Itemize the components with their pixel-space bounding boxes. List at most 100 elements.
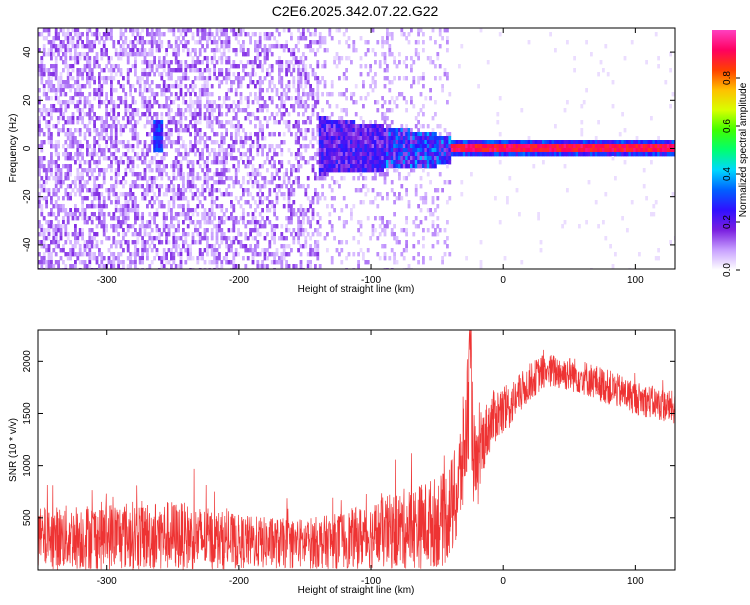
spectrogram-cell <box>155 176 159 181</box>
spectrogram-cell <box>443 156 447 161</box>
spectrogram-cell <box>270 172 274 177</box>
spectrogram-cell <box>242 64 245 69</box>
spectrogram-cell <box>100 36 104 41</box>
spectrogram-cell <box>126 156 130 161</box>
spectrogram-cell <box>112 184 116 189</box>
spectrogram-cell <box>393 212 396 217</box>
spectrogram-cell <box>174 68 178 73</box>
spectrogram-cell <box>350 144 353 149</box>
spectrogram-cell <box>206 104 209 109</box>
spectrogram-cell <box>506 152 509 157</box>
spectrogram-cell <box>158 172 161 177</box>
spectrogram-cell <box>158 144 161 149</box>
spectrogram-cell <box>359 220 363 225</box>
spectrogram-cell <box>206 56 209 61</box>
spectrogram-cell <box>107 164 111 169</box>
spectrogram-cell <box>210 48 214 53</box>
spectrogram-cell <box>316 112 320 117</box>
spectrogram-cell <box>597 148 600 153</box>
spectrogram-cell <box>112 144 116 149</box>
spectrogram-cell <box>602 144 605 149</box>
spectrogram-cell <box>165 104 168 109</box>
spectrogram-cell <box>306 72 310 77</box>
spectrogram-cell <box>146 144 149 149</box>
spectrogram-cell <box>333 120 336 125</box>
spectrogram-cell <box>304 80 308 85</box>
spectrogram-cell <box>366 152 370 157</box>
spectrogram-cell <box>54 124 58 129</box>
spectrogram-cell <box>182 44 185 49</box>
spectrogram-cell <box>105 48 108 53</box>
spectrogram-cell <box>81 168 84 173</box>
spectrogram-cell <box>278 76 281 81</box>
spectrogram-cell <box>570 140 574 145</box>
spectrogram-cell <box>186 164 190 169</box>
spectrogram-cell <box>244 264 248 269</box>
spectrogram-cell <box>311 232 315 237</box>
spectrogram-cell <box>150 88 154 93</box>
spectrogram-cell <box>158 184 161 189</box>
spectrogram-cell <box>460 152 464 157</box>
spectrogram-cell <box>254 252 257 257</box>
spectrogram-cell <box>304 120 308 125</box>
spectrogram-cell <box>88 236 92 241</box>
spectrogram-cell <box>599 152 603 157</box>
spectrogram-cell <box>222 44 226 49</box>
spectrogram-cell <box>146 184 149 189</box>
spectrogram-cell <box>393 168 396 173</box>
spectrogram-cell <box>129 144 132 149</box>
spectrogram-cell <box>239 232 243 237</box>
spectrogram-cell <box>93 88 96 93</box>
spectrogram-cell <box>340 92 344 97</box>
spectrogram-cell <box>448 144 452 149</box>
spectrogram-cell <box>122 216 125 221</box>
spectrogram-cell <box>561 148 564 153</box>
spectrogram-cell <box>76 76 80 81</box>
spectrogram-cell <box>71 144 75 149</box>
spectrogram-cell <box>112 260 116 265</box>
spectrogram-cell <box>441 148 444 153</box>
spectrogram-cell <box>398 136 401 141</box>
spectrogram-cell <box>105 116 108 121</box>
spectrogram-cell <box>347 136 351 141</box>
spectrogram-cell <box>66 196 70 201</box>
spectrogram-cell <box>424 152 428 157</box>
spectrogram-cell <box>422 72 425 77</box>
spectrogram-cell <box>177 148 180 153</box>
spectrogram-cell <box>386 144 389 149</box>
spectrogram-cell <box>434 136 437 141</box>
spectrogram-cell <box>222 160 226 165</box>
spectrogram-cell <box>54 252 58 257</box>
spectrogram-cell <box>386 36 389 41</box>
spectrogram-cell <box>297 236 300 241</box>
spectrogram-cell <box>234 116 238 121</box>
spectrogram-cell <box>119 240 123 245</box>
spectrogram-cell <box>366 48 370 53</box>
spectrogram-cell <box>340 208 344 213</box>
spectrogram-cell <box>359 188 363 193</box>
spectrogram-cell <box>213 248 216 253</box>
spectrogram-cell <box>182 204 185 209</box>
spectrogram-cell <box>90 152 94 157</box>
spectrogram-cell <box>172 116 176 121</box>
spectrogram-cell <box>95 184 99 189</box>
spectrogram-cell <box>244 140 248 145</box>
spectrogram-cell <box>419 156 423 161</box>
spectrogram-cell <box>446 200 449 205</box>
spectrogram-cell <box>311 212 315 217</box>
spectrogram-cell <box>220 124 224 129</box>
spectrogram-cell <box>376 160 380 165</box>
spectrogram-cell <box>390 108 394 113</box>
spectrogram-cell <box>210 200 214 205</box>
spectrogram-cell <box>414 156 418 161</box>
spectrogram-cell <box>374 80 377 85</box>
spectrogram-cell <box>71 188 75 193</box>
spectrogram-cell <box>383 232 387 237</box>
spectrogram-cell <box>66 116 70 121</box>
spectrogram-cell <box>158 36 161 41</box>
spectrogram-cell <box>388 140 392 145</box>
spectrogram-cell <box>287 200 291 205</box>
spectrogram-cell <box>273 164 276 169</box>
spectrogram-cell <box>150 28 154 33</box>
